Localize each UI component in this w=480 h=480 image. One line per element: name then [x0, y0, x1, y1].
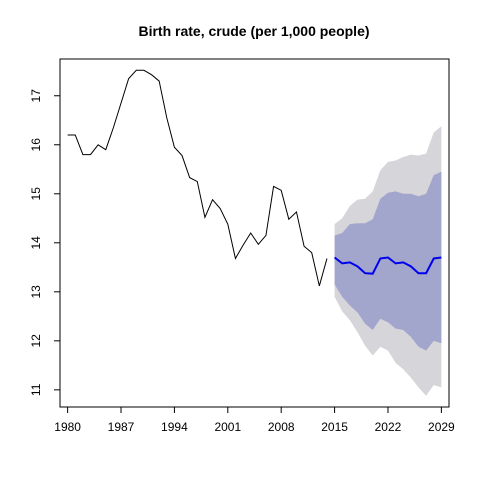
y-axis: 11 12 13 14 15 16 17 [29, 89, 61, 396]
y-tick-label: 13 [29, 285, 43, 299]
x-tick-label: 1980 [54, 420, 81, 434]
history-line [67, 69, 328, 287]
x-tick-label: 2029 [428, 420, 455, 434]
forecast-series-layer [333, 256, 442, 275]
x-axis: 1980 1987 1994 2001 2008 2015 2022 2029 [54, 406, 455, 434]
y-tick-label: 17 [29, 89, 43, 103]
y-tick-label: 14 [29, 236, 43, 250]
x-tick-label: 2008 [268, 420, 295, 434]
x-tick-label: 2015 [321, 420, 348, 434]
prediction-band-80-layer [334, 171, 442, 351]
history-series-layer [67, 69, 328, 287]
chart-title: Birth rate, crude (per 1,000 people) [138, 23, 369, 39]
y-tick-label: 15 [29, 187, 43, 201]
y-tick-label: 12 [29, 334, 43, 348]
y-tick-label: 16 [29, 138, 43, 152]
forecast-line [333, 256, 442, 275]
x-tick-label: 1987 [108, 420, 135, 434]
x-tick-label: 2022 [375, 420, 402, 434]
y-tick-label: 11 [29, 383, 43, 396]
prediction-band-80 [334, 171, 442, 351]
x-tick-label: 2001 [214, 420, 241, 434]
x-tick-label: 1994 [161, 420, 188, 434]
